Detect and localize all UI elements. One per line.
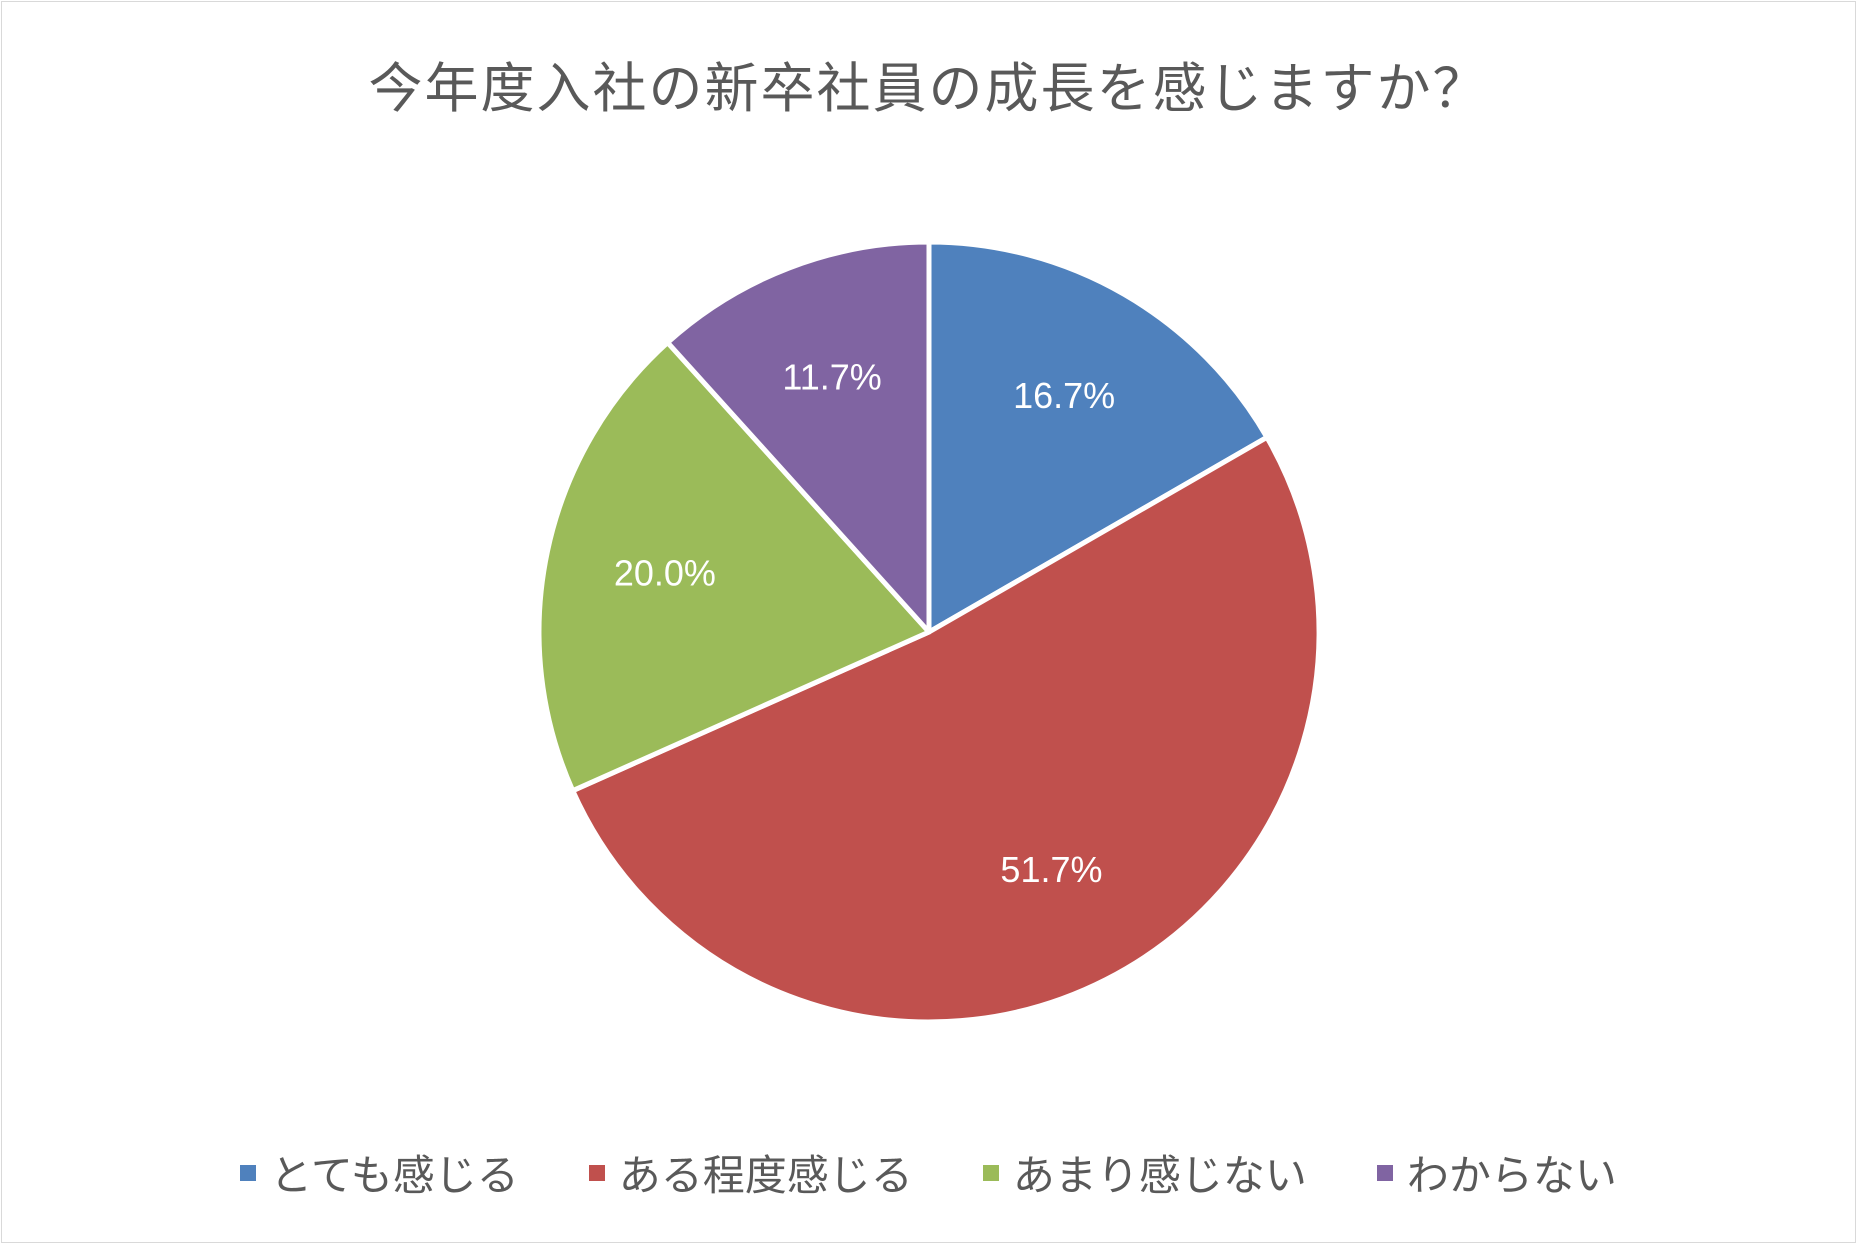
- legend-item-2: ある程度感じる: [588, 1142, 913, 1203]
- legend-swatch-1: [240, 1164, 257, 1181]
- pie-slice-4: [665, 239, 932, 635]
- data-label-2: 51.7%: [1000, 849, 1102, 890]
- legend: とても感じる ある程度感じる あまり感じない わからない: [2, 1142, 1855, 1203]
- legend-label-3: あまり感じない: [1012, 1151, 1307, 1200]
- legend-swatch-4: [1376, 1164, 1393, 1181]
- pie-slice-2: [570, 434, 1322, 1025]
- legend-label-1: とても感じる: [270, 1151, 519, 1200]
- chart-title: 今年度入社の新卒社員の成長を感じますか？: [368, 57, 1489, 120]
- legend-swatch-2: [588, 1164, 605, 1181]
- data-label-3: 20.0%: [614, 553, 716, 594]
- legend-swatch-3: [982, 1164, 999, 1181]
- legend-item-1: とても感じる: [240, 1142, 519, 1203]
- data-label-4: 11.7%: [782, 357, 881, 398]
- legend-item-3: あまり感じない: [982, 1142, 1307, 1203]
- legend-label-4: わからない: [1406, 1151, 1617, 1200]
- legend-item-4: わからない: [1376, 1142, 1617, 1203]
- data-label-1: 16.7%: [1013, 375, 1115, 416]
- pie-slice-3: [536, 340, 932, 794]
- pie-slice-1: [926, 239, 1270, 635]
- legend-label-2: ある程度感じる: [618, 1151, 913, 1200]
